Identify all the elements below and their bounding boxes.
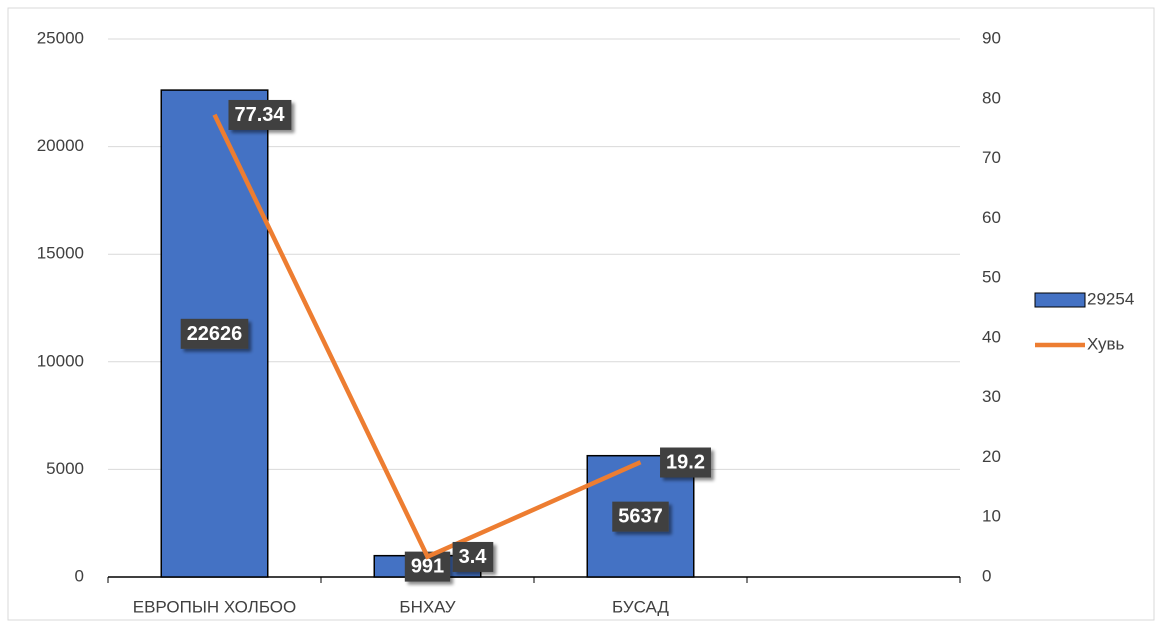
data-label: 22626: [180, 318, 249, 349]
data-label-box: [180, 318, 249, 349]
data-label: 77.34: [228, 99, 292, 130]
y-tick-label: 0: [75, 566, 84, 585]
x-tick-label: ЕВРОПЫН ХОЛБОО: [133, 597, 297, 616]
data-label-text: 19.2: [666, 452, 705, 474]
data-label-text: 22626: [187, 323, 243, 345]
legend-label: 29254: [1087, 289, 1134, 308]
data-label-text: 3.4: [459, 546, 488, 568]
y2-tick-label: 30: [982, 387, 1001, 406]
y2-tick-label: 60: [982, 208, 1001, 227]
x-tick-label: БУСАД: [612, 597, 669, 616]
y-tick-label: 10000: [37, 351, 84, 370]
y2-tick-label: 90: [982, 28, 1001, 47]
data-label-box: [452, 541, 494, 572]
y-tick-label: 15000: [37, 244, 84, 263]
x-tick-label: БНХАУ: [399, 597, 455, 616]
data-label: 5637: [612, 501, 669, 532]
y-tick-label: 5000: [46, 459, 84, 478]
data-label-box: [612, 501, 669, 532]
legend-swatch: [1034, 292, 1086, 308]
y2-tick-label: 40: [982, 327, 1001, 346]
y2-tick-label: 0: [982, 566, 991, 585]
y-tick-label: 25000: [37, 28, 84, 47]
data-label-text: 77.34: [234, 104, 285, 126]
line: [212, 113, 642, 560]
y2-tick-label: 80: [982, 88, 1001, 107]
legend-label: Хувь: [1087, 334, 1124, 353]
data-label-text: 5637: [618, 506, 663, 528]
data-label: 3.4: [452, 541, 494, 572]
y-tick-label: 20000: [37, 136, 84, 155]
data-label: 19.2: [660, 447, 711, 478]
y2-tick-label: 20: [982, 447, 1001, 466]
data-label-box: [660, 447, 711, 478]
y2-tick-label: 50: [982, 268, 1001, 287]
y2-tick-label: 10: [982, 507, 1001, 526]
data-label-text: 991: [411, 556, 444, 578]
y2-tick-label: 70: [982, 148, 1001, 167]
data-label-box: [228, 99, 292, 130]
